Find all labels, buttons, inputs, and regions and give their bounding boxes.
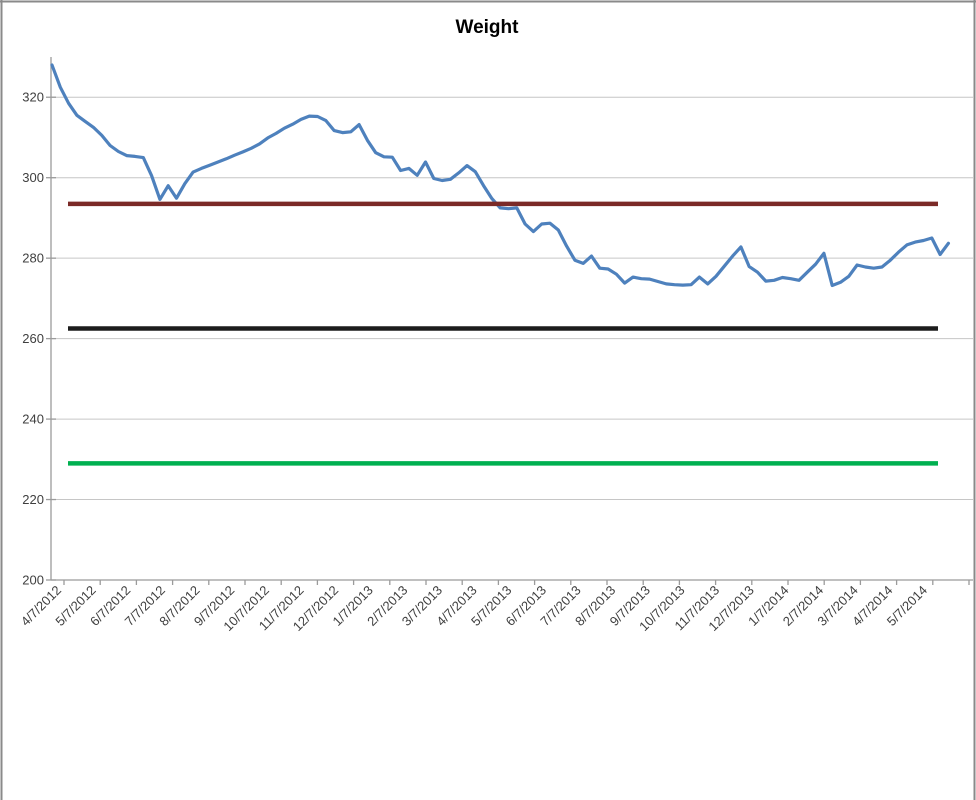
y-axis-tick-label: 200 [22, 573, 44, 588]
y-axis-tick-label: 260 [22, 331, 44, 346]
axes [46, 57, 973, 585]
y-axis-tick-label: 300 [22, 170, 44, 185]
chart-title: Weight [456, 17, 520, 38]
y-axis-tick-label: 240 [22, 412, 44, 427]
y-axis-tick-label: 320 [22, 90, 44, 105]
y-axis-tick-label: 220 [22, 492, 44, 507]
gridlines [51, 96, 973, 501]
y-axis-tick-label: 280 [22, 251, 44, 266]
data-series [50, 63, 951, 288]
reference-lines [68, 201, 938, 466]
weight-series-line [50, 63, 951, 288]
